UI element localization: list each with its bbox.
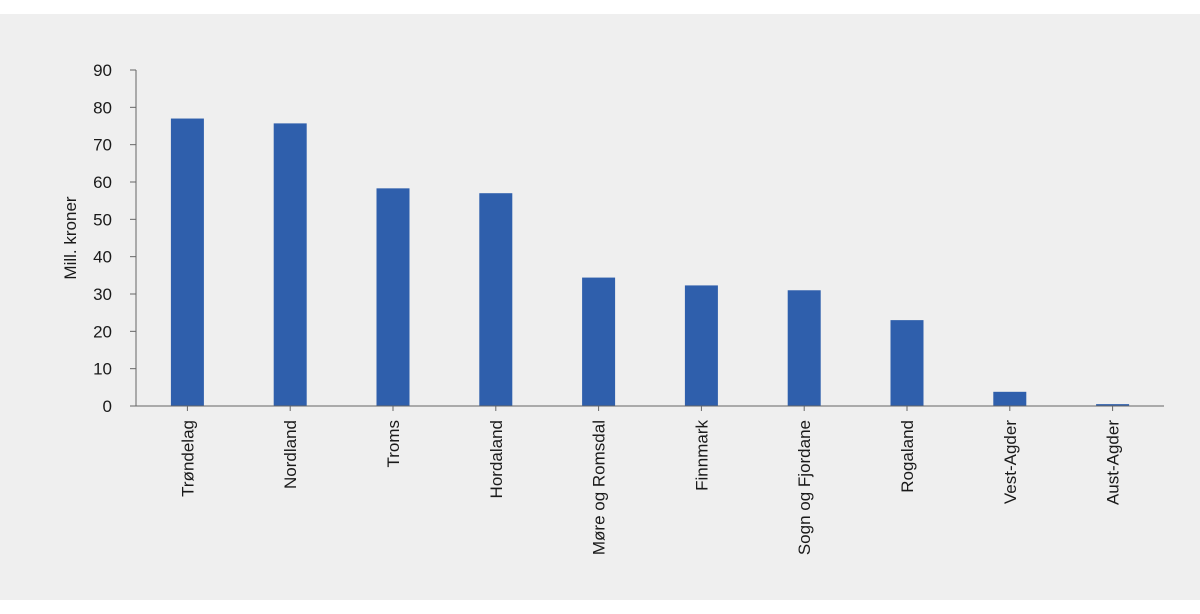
y-tick-label: 0 <box>103 397 112 416</box>
bar-aust-agder <box>1096 404 1130 406</box>
bar-finnmark <box>684 285 718 406</box>
bar-vest-agder <box>993 391 1027 406</box>
x-category-label: Sogn og Fjordane <box>795 420 814 555</box>
bars <box>170 118 1130 407</box>
bar-trøndelag <box>170 118 204 407</box>
y-tick-label: 80 <box>93 98 112 117</box>
bar-hordaland <box>479 193 513 406</box>
y-tick-label: 70 <box>93 136 112 155</box>
bar-sogn-og-fjordane <box>787 290 821 406</box>
y-tick-label: 40 <box>93 248 112 267</box>
x-category-label: Vest-Agder <box>1001 420 1020 504</box>
bar-nordland <box>273 123 307 407</box>
y-axis-ticks: 0 10 20 30 40 50 60 70 80 90 <box>93 61 136 416</box>
x-category-label: Troms <box>384 420 403 468</box>
y-tick-label: 20 <box>93 322 112 341</box>
y-tick-label: 90 <box>93 61 112 80</box>
x-category-label: Hordaland <box>487 420 506 498</box>
bar-møre-og-romsdal <box>582 277 616 406</box>
bar-troms <box>376 188 410 406</box>
x-category-label: Møre og Romsdal <box>590 420 609 555</box>
y-tick-label: 50 <box>93 210 112 229</box>
x-category-label: Finnmark <box>692 420 711 491</box>
y-tick-label: 30 <box>93 285 112 304</box>
y-tick-label: 60 <box>93 173 112 192</box>
y-tick-label: 10 <box>93 360 112 379</box>
y-axis-title: Mill. kroner <box>61 196 80 279</box>
x-category-label: Nordland <box>281 420 300 489</box>
x-category-label: Trøndelag <box>178 420 197 497</box>
bar-rogaland <box>890 320 924 406</box>
x-axis-labels: Trøndelag Nordland Troms Hordaland Møre og R… <box>178 406 1123 555</box>
x-category-label: Rogaland <box>898 420 917 493</box>
x-category-label: Aust-Agder <box>1104 420 1123 505</box>
